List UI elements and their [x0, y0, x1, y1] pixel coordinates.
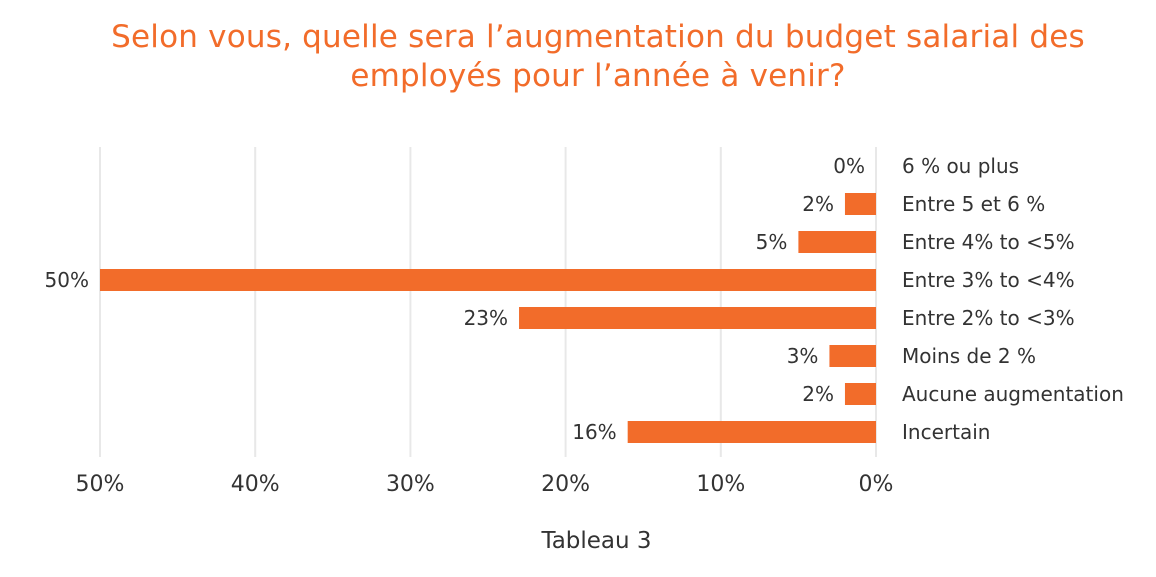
x-tick-label: 30% — [386, 472, 435, 497]
category-label: Entre 4% to <5% — [902, 230, 1075, 254]
x-tick-label: 20% — [541, 472, 590, 497]
category-label: Incertain — [902, 420, 990, 444]
x-tick-label: 40% — [231, 472, 280, 497]
category-label: Entre 2% to <3% — [902, 306, 1075, 330]
bar — [627, 421, 876, 443]
category-label: Aucune augmentation — [902, 382, 1124, 406]
grid-lines — [99, 147, 877, 457]
value-label: 5% — [756, 230, 788, 254]
value-label: 3% — [787, 344, 819, 368]
bar — [829, 345, 876, 367]
category-label: Moins de 2 % — [902, 344, 1036, 368]
bar — [844, 383, 876, 405]
bar — [798, 231, 876, 253]
value-label: 50% — [45, 268, 89, 292]
value-label: 23% — [464, 306, 508, 330]
value-label: 2% — [802, 192, 834, 216]
value-label: 0% — [833, 154, 865, 178]
category-label: Entre 5 et 6 % — [902, 192, 1045, 216]
value-label: 16% — [572, 420, 616, 444]
value-label: 2% — [802, 382, 834, 406]
chart-caption: Tableau 3 — [541, 528, 652, 554]
bars — [100, 193, 876, 443]
bar — [100, 269, 876, 291]
category-label: 6 % ou plus — [902, 154, 1019, 178]
bar — [519, 307, 876, 329]
x-axis-tick-labels: 50% 40% 30% 20% 10% 0% — [76, 472, 894, 497]
x-tick-label: 0% — [859, 472, 894, 497]
category-label: Entre 3% to <4% — [902, 268, 1075, 292]
bar — [844, 193, 876, 215]
x-tick-label: 50% — [76, 472, 125, 497]
x-tick-label: 10% — [696, 472, 745, 497]
value-labels: 0% 2% 5% 50% 23% 3% 2% 16% — [45, 154, 865, 444]
category-labels: 6 % ou plus Entre 5 et 6 % Entre 4% to <5%… — [902, 154, 1124, 444]
chart-title: Selon vous, quelle sera l’augmentation d… — [111, 19, 1085, 94]
